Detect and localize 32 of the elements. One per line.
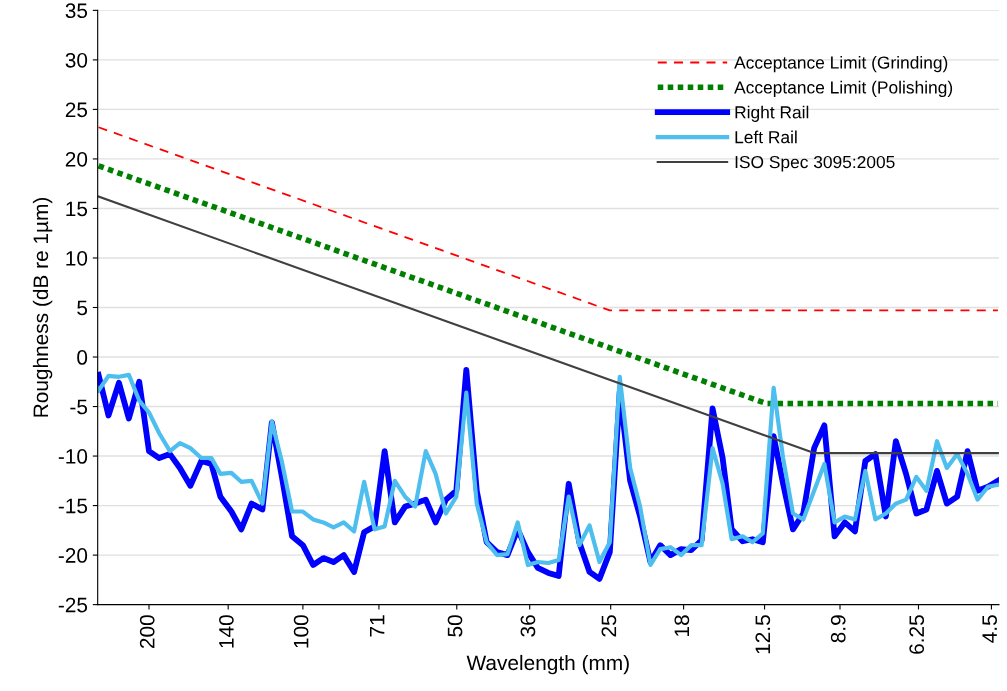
legend-label: Acceptance Limit (Grinding) bbox=[734, 55, 948, 73]
x-tick-label: 71 bbox=[369, 615, 385, 637]
y-tick-label: 30 bbox=[65, 52, 88, 68]
y-tick-label: 25 bbox=[65, 102, 88, 118]
y-tick-label: 10 bbox=[66, 250, 88, 266]
legend-label: Acceptance Limit (Polishing) bbox=[734, 80, 953, 98]
y-tick-label: -5 bbox=[70, 399, 88, 415]
y-tick-label: -15 bbox=[58, 498, 88, 514]
y-tick-label: -20 bbox=[58, 548, 88, 563]
x-tick-label: 4.5 bbox=[982, 615, 998, 643]
x-tick-label: 50 bbox=[447, 615, 463, 637]
y-tick-label: -10 bbox=[58, 449, 88, 464]
y-tick-label: 5 bbox=[77, 300, 88, 316]
y-tick-label: 35 bbox=[65, 3, 88, 19]
x-tick-label: 18 bbox=[674, 615, 690, 636]
y-tick-label: -25 bbox=[58, 597, 88, 613]
x-tick-label: 8.9 bbox=[830, 615, 846, 643]
y-tick-label: 20 bbox=[65, 151, 88, 167]
legend-label: ISO Spec 3095:2005 bbox=[735, 155, 895, 172]
x-tick-label: 25 bbox=[601, 615, 617, 637]
x-tick-label: 140 bbox=[219, 615, 234, 648]
y-tick-label: 0 bbox=[77, 350, 88, 365]
x-tick-label: 6.25 bbox=[909, 615, 925, 654]
x-tick-label: 36 bbox=[520, 615, 536, 637]
x-tick-label: 100 bbox=[293, 615, 309, 648]
x-tick-label: 200 bbox=[139, 615, 155, 649]
legend-label: Right Rail bbox=[735, 105, 809, 122]
y-axis-title: Roughness (dB re 1µm) bbox=[32, 197, 53, 417]
x-axis-title: Wavelength (mm) bbox=[466, 654, 629, 675]
x-tick-label: 12.5 bbox=[755, 615, 771, 654]
y-tick-label: 15 bbox=[66, 201, 88, 217]
legend-label: Left Rail bbox=[735, 130, 797, 144]
